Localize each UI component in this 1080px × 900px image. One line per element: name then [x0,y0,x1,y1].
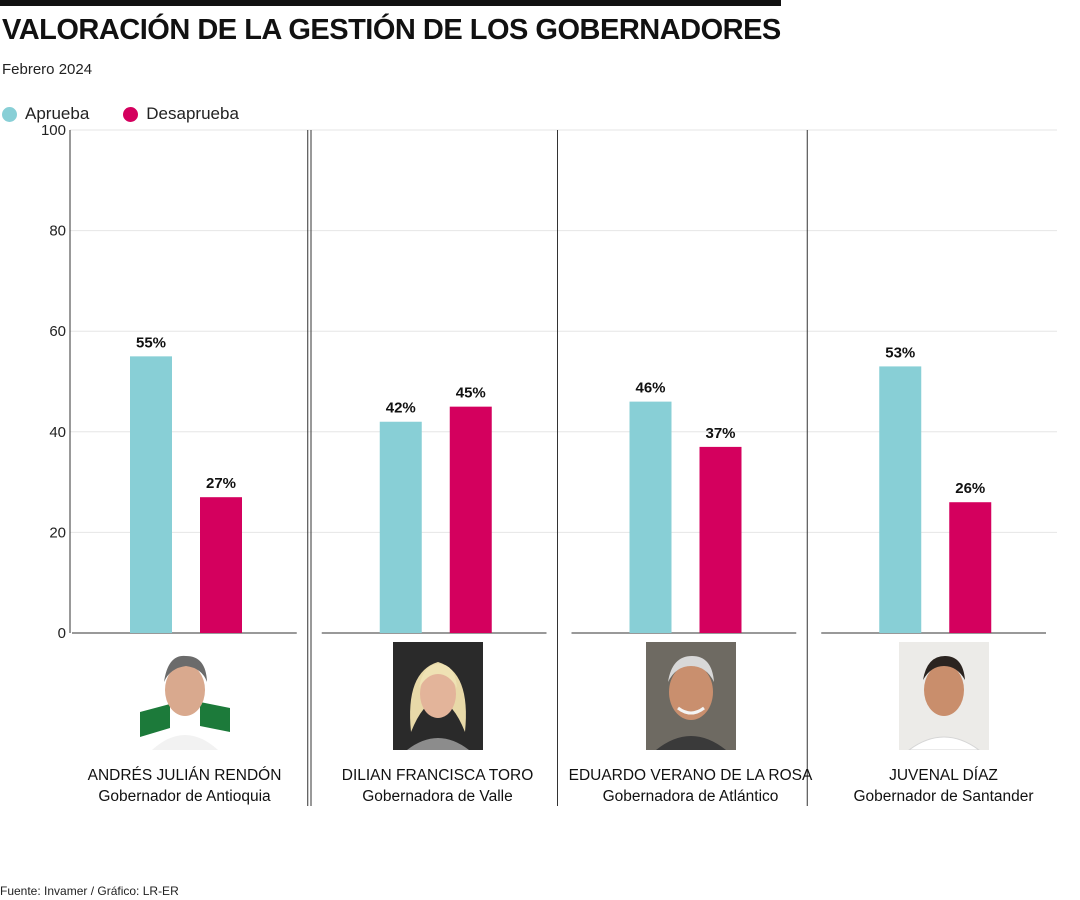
data-label: 55% [136,334,166,351]
data-label: 26% [955,480,985,497]
y-tick-label: 40 [49,424,66,441]
person-caption-verano: EDUARDO VERANO DE LA ROSA Gobernadora de… [568,765,813,807]
y-tick-label: 60 [49,323,66,340]
person-role: Gobernador de Santander [853,788,1034,805]
legend-item-aprueba: Aprueba [2,104,89,124]
data-label: 27% [206,475,236,492]
legend-label-aprueba: Aprueba [25,104,90,123]
bar-aprueba [379,421,422,633]
person-caption-rendon: ANDRÉS JULIÁN RENDÓN Gobernador de Antio… [62,765,307,807]
bar-desaprueba [699,446,742,633]
person-role: Gobernadora de Atlántico [602,788,779,805]
portrait-photo-toro [393,642,483,750]
y-tick-label: 100 [41,122,66,139]
person-name: JUVENAL DÍAZ [889,767,998,784]
person-caption-toro: DILIAN FRANCISCA TORO Gobernadora de Val… [315,765,560,807]
portrait-photo-rendon [140,642,230,750]
person-role: Gobernadora de Valle [362,788,513,805]
bar-aprueba [130,356,172,633]
legend: Aprueba Desaprueba [2,104,273,124]
bar-desaprueba [200,497,242,633]
legend-swatch-aprueba [2,106,17,122]
person-caption-diaz: JUVENAL DÍAZ Gobernador de Santander [821,765,1066,807]
chart-title: VALORACIÓN DE LA GESTIÓN DE LOS GOBERNAD… [2,14,781,46]
y-tick-label: 80 [49,223,66,240]
bar-desaprueba [449,406,492,633]
bar-aprueba [629,401,672,633]
person-name: DILIAN FRANCISCA TORO [341,767,534,784]
portrait-photo-diaz [899,642,989,750]
source-footer: Fuente: Invamer / Gráfico: LR-ER [0,884,179,898]
y-tick-label: 20 [49,524,66,541]
y-tick-label: 0 [58,625,66,642]
chart-subtitle: Febrero 2024 [2,61,93,78]
legend-item-desaprueba: Desaprueba [123,104,239,124]
bar-desaprueba [949,502,992,633]
person-role: Gobernador de Antioquia [98,788,271,805]
portrait-photo-verano [646,642,736,750]
data-label: 45% [456,385,486,402]
title-bar [0,0,781,6]
data-label: 53% [885,344,915,361]
data-label: 37% [705,425,735,442]
person-name: EDUARDO VERANO DE LA ROSA [568,767,813,784]
bar-aprueba [879,366,922,633]
data-label: 46% [635,380,665,397]
legend-label-desaprueba: Desaprueba [146,104,239,123]
person-name: ANDRÉS JULIÁN RENDÓN [87,767,282,784]
legend-swatch-desaprueba [123,106,139,122]
data-label: 42% [386,400,416,417]
